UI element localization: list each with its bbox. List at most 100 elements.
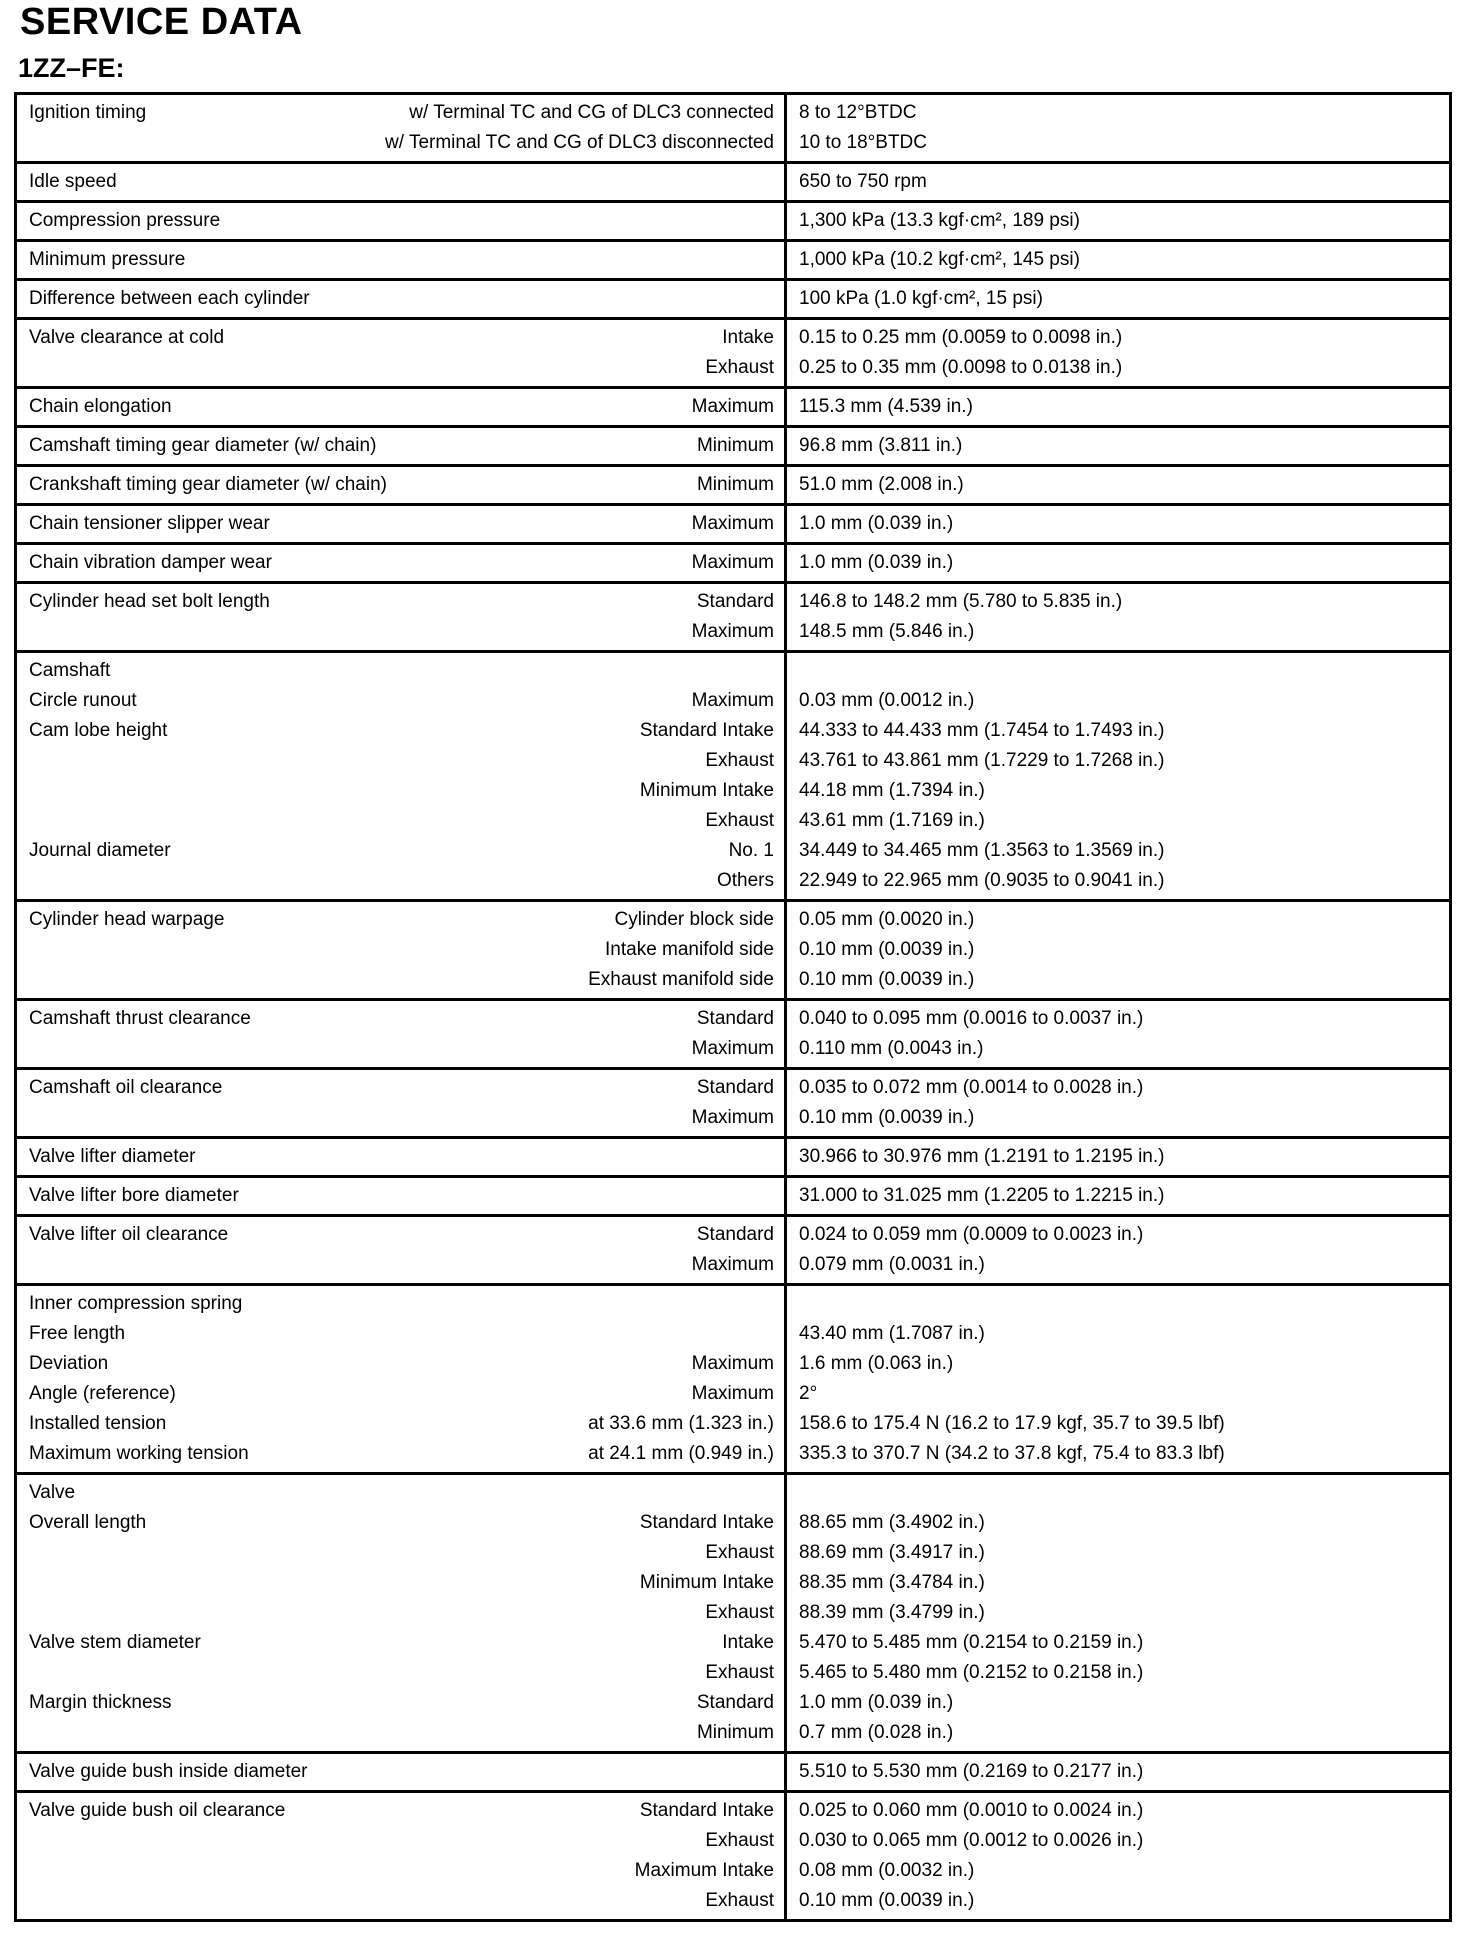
parameter-label: Circle runout <box>29 690 137 712</box>
parameter-cell: Minimum pressure <box>17 242 787 279</box>
value-text: 22.949 to 22.965 mm (0.9035 to 0.9041 in… <box>799 870 1165 892</box>
value-cell: 650 to 750 rpm <box>787 164 1449 200</box>
condition-label: Maximum <box>691 1353 774 1375</box>
condition-label: Cylinder block side <box>614 909 774 931</box>
value-text: 1.0 mm (0.039 in.) <box>799 1692 954 1714</box>
parameter-line: Maximum Intake <box>29 1856 774 1886</box>
value-text: 1.0 mm (0.039 in.) <box>799 552 954 574</box>
parameter-line: Minimum pressure <box>29 245 774 275</box>
table-row: Cylinder head warpage Cylinder block side… <box>17 902 1449 1002</box>
value-text: 0.040 to 0.095 mm (0.0016 to 0.0037 in.) <box>799 1008 1144 1030</box>
value-text: 96.8 mm (3.811 in.) <box>799 435 963 457</box>
parameter-line: Free length <box>29 1319 774 1349</box>
condition-label: Exhaust <box>705 1602 774 1624</box>
condition-label: Minimum <box>696 474 774 496</box>
parameter-line: Minimum Intake <box>29 776 774 806</box>
parameter-label: Ignition timing <box>29 102 147 124</box>
parameter-cell: Cylinder head set bolt length Standard Max… <box>17 584 787 651</box>
value-text: 650 to 750 rpm <box>799 171 927 193</box>
condition-label: Maximum <box>691 1107 774 1129</box>
condition-label: Maximum <box>691 621 774 643</box>
condition-label <box>196 1142 775 1172</box>
value-text: 0.025 to 0.060 mm (0.0010 to 0.0024 in.) <box>799 1800 1144 1822</box>
table-row: Chain elongation Maximum 115.3 mm (4.539 i… <box>17 389 1449 429</box>
parameter-cell: Camshaft Circle runout Maximum Cam lobe hei… <box>17 653 787 900</box>
parameter-line: Cylinder head set bolt length Standard <box>29 587 774 617</box>
table-row: Valve Overall length Standard Intake Exhaus… <box>17 1475 1449 1755</box>
value-cell: 0.024 to 0.059 mm (0.0009 to 0.0023 in.)… <box>787 1217 1449 1283</box>
value-text: 31.000 to 31.025 mm (1.2205 to 1.2215 in… <box>799 1185 1165 1207</box>
parameter-label: Angle (reference) <box>29 1383 176 1405</box>
parameter-line: Valve guide bush inside diameter <box>29 1757 774 1787</box>
parameter-cell: Difference between each cylinder <box>17 281 787 318</box>
value-cell: 115.3 mm (4.539 in.) <box>787 389 1449 425</box>
value-text <box>799 1478 1439 1508</box>
value-text: 0.10 mm (0.0039 in.) <box>799 969 975 991</box>
parameter-line: Camshaft <box>29 656 774 686</box>
parameter-label: Margin thickness <box>29 1692 172 1714</box>
condition-label <box>220 206 774 236</box>
parameter-line: Minimum <box>29 1718 774 1748</box>
condition-label: Exhaust <box>705 750 774 772</box>
value-text <box>799 1289 1439 1319</box>
parameter-line: Installed tension at 33.6 mm (1.323 in.) <box>29 1409 774 1439</box>
parameter-cell: Camshaft oil clearance Standard Maximum <box>17 1070 787 1137</box>
table-row: Camshaft oil clearance Standard Maximum 0.0… <box>17 1070 1449 1140</box>
parameter-line: Camshaft oil clearance Standard <box>29 1073 774 1103</box>
parameter-cell: Camshaft thrust clearance Standard Maximum <box>17 1001 787 1068</box>
value-text: 43.61 mm (1.7169 in.) <box>799 810 985 832</box>
parameter-line: Circle runout Maximum <box>29 686 774 716</box>
value-text: 335.3 to 370.7 N (34.2 to 37.8 kgf, 75.4… <box>799 1443 1225 1465</box>
condition-label: Maximum <box>691 513 774 535</box>
parameter-line: Margin thickness Standard <box>29 1688 774 1718</box>
table-row: Minimum pressure 1,000 kPa (10.2 kgf·cm²,… <box>17 242 1449 282</box>
table-row: Chain tensioner slipper wear Maximum 1.0 m… <box>17 506 1449 546</box>
parameter-cell: Chain tensioner slipper wear Maximum <box>17 506 787 543</box>
parameter-label: Journal diameter <box>29 840 171 862</box>
condition-label: Others <box>716 870 774 892</box>
value-text: 0.25 to 0.35 mm (0.0098 to 0.0138 in.) <box>799 357 1123 379</box>
parameter-line: Intake manifold side <box>29 935 774 965</box>
parameter-line: Maximum <box>29 617 774 647</box>
parameter-cell: Valve clearance at cold Intake Exhaust <box>17 320 787 387</box>
parameter-label: Inner compression spring <box>29 1293 243 1315</box>
value-text: 0.030 to 0.065 mm (0.0012 to 0.0026 in.) <box>799 1830 1144 1852</box>
condition-label: Exhaust <box>705 1830 774 1852</box>
parameter-line: Exhaust manifold side <box>29 965 774 995</box>
condition-label: Minimum Intake <box>639 780 774 802</box>
parameter-line: Chain vibration damper wear Maximum <box>29 548 774 578</box>
parameter-line: Valve stem diameter Intake <box>29 1628 774 1658</box>
condition-label: Maximum <box>691 396 774 418</box>
value-cell: 146.8 to 148.2 mm (5.780 to 5.835 in.) 14… <box>787 584 1449 650</box>
table-row: Crankshaft timing gear diameter (w/ chai… <box>17 467 1449 507</box>
parameter-label: Valve lifter diameter <box>29 1146 196 1168</box>
value-text: 0.110 mm (0.0043 in.) <box>799 1038 984 1060</box>
value-text: 100 kPa (1.0 kgf·cm², 15 psi) <box>799 288 1043 310</box>
value-text: 146.8 to 148.2 mm (5.780 to 5.835 in.) <box>799 591 1123 613</box>
parameter-line: Journal diameter No. 1 <box>29 836 774 866</box>
value-cell: 1,300 kPa (13.3 kgf·cm², 189 psi) <box>787 203 1449 239</box>
value-text: 115.3 mm (4.539 in.) <box>799 396 973 418</box>
value-cell: 51.0 mm (2.008 in.) <box>787 467 1449 503</box>
value-cell: 88.65 mm (3.4902 in.) 88.69 mm (3.4917 in… <box>787 1475 1449 1751</box>
condition-label <box>110 656 774 686</box>
parameter-cell: Crankshaft timing gear diameter (w/ chai… <box>17 467 787 504</box>
parameter-line: Exhaust <box>29 806 774 836</box>
value-text: 51.0 mm (2.008 in.) <box>799 474 964 496</box>
parameter-label: Chain tensioner slipper wear <box>29 513 270 535</box>
parameter-cell: Chain elongation Maximum <box>17 389 787 426</box>
parameter-label: Chain elongation <box>29 396 172 418</box>
parameter-label: Camshaft <box>29 660 111 682</box>
table-row: Valve lifter bore diameter 31.000 to 31.0… <box>17 1178 1449 1218</box>
condition-label <box>185 245 774 275</box>
value-cell: 0.025 to 0.060 mm (0.0010 to 0.0024 in.)… <box>787 1793 1449 1919</box>
parameter-cell: Chain vibration damper wear Maximum <box>17 545 787 582</box>
value-cell: 1.0 mm (0.039 in.) <box>787 545 1449 581</box>
value-cell: 30.966 to 30.976 mm (1.2191 to 1.2195 in… <box>787 1139 1449 1175</box>
parameter-cell: Valve guide bush oil clearance Standard I… <box>17 1793 787 1920</box>
condition-label <box>125 1319 774 1349</box>
value-cell: 1,000 kPa (10.2 kgf·cm², 145 psi) <box>787 242 1449 278</box>
condition-label: Minimum Intake <box>639 1572 774 1594</box>
table-row: Difference between each cylinder 100 kPa … <box>17 281 1449 321</box>
engine-code-heading: 1ZZ–FE: <box>18 52 125 83</box>
